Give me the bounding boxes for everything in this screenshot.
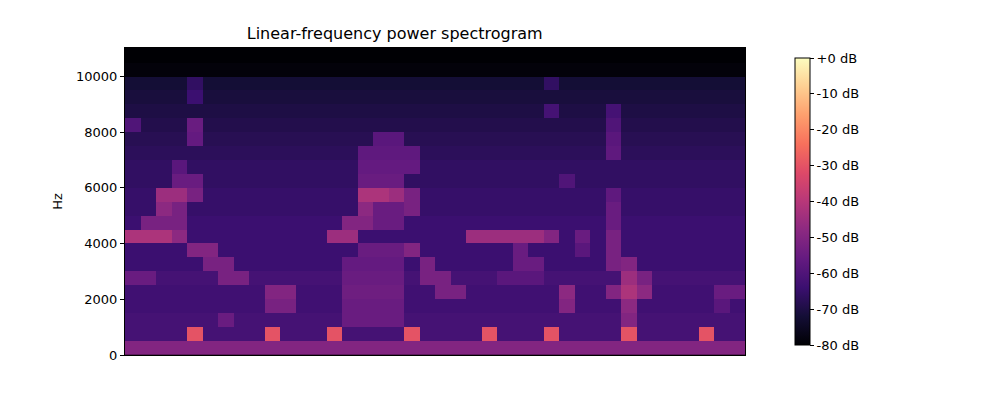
svg-text:6000: 6000 — [84, 180, 117, 195]
svg-text:+0 dB: +0 dB — [817, 51, 857, 66]
svg-text:-20 dB: -20 dB — [817, 122, 860, 137]
svg-text:8000: 8000 — [84, 125, 117, 140]
svg-text:-10 dB: -10 dB — [817, 86, 860, 101]
svg-text:0: 0 — [109, 348, 117, 363]
svg-text:-50 dB: -50 dB — [817, 230, 860, 245]
svg-text:-70 dB: -70 dB — [817, 302, 860, 317]
svg-text:2000: 2000 — [84, 292, 117, 307]
svg-text:Linear-frequency power spectro: Linear-frequency power spectrogram — [247, 24, 543, 43]
svg-text:-40 dB: -40 dB — [817, 194, 860, 209]
svg-text:-30 dB: -30 dB — [817, 158, 860, 173]
svg-text:-80 dB: -80 dB — [817, 338, 860, 353]
svg-text:4000: 4000 — [84, 236, 117, 251]
svg-text:10000: 10000 — [76, 69, 117, 84]
svg-text:-60 dB: -60 dB — [817, 266, 860, 281]
svg-text:Hz: Hz — [50, 193, 65, 210]
